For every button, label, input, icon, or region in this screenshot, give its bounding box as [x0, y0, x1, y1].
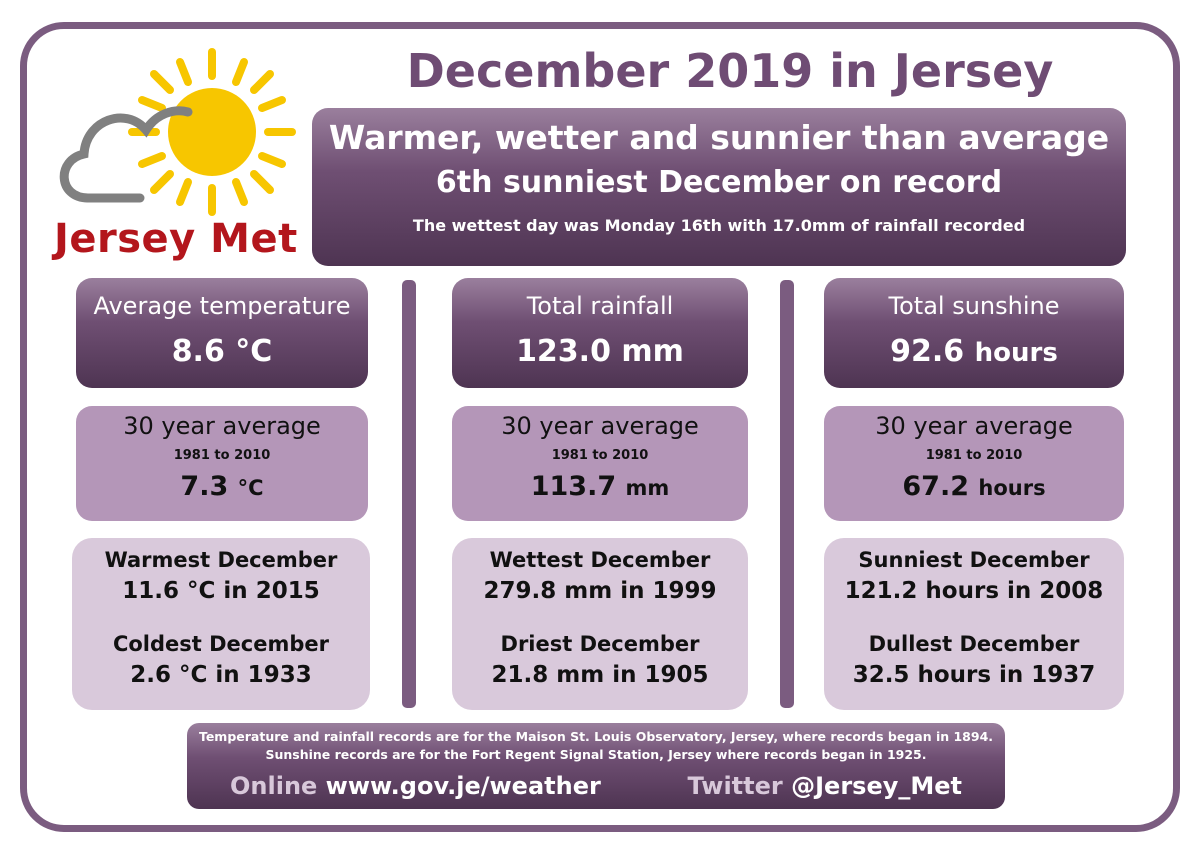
stat-label: Average temperature	[93, 292, 351, 320]
jersey-met-logo-text: Jersey Met	[54, 216, 298, 262]
record-label: Coldest December	[112, 632, 330, 656]
record-value: 279.8 mm in 1999	[483, 578, 717, 604]
record-label: Dullest December	[868, 632, 1080, 656]
summary-headline: Warmer, wetter and sunnier than average	[328, 118, 1110, 157]
temperature-records-card: Warmest December 11.6 °C in 2015 Coldest…	[72, 538, 370, 710]
stat-value: 92.6 hours	[890, 334, 1058, 369]
twitter-label: Twitter	[687, 772, 783, 800]
record-label: Wettest December	[489, 548, 711, 572]
average-label: 30 year average	[501, 412, 699, 440]
average-range: 1981 to 2010	[173, 448, 271, 463]
record-value: 121.2 hours in 2008	[844, 578, 1104, 604]
summary-banner: Warmer, wetter and sunnier than average …	[312, 108, 1126, 266]
column-divider	[780, 280, 794, 708]
page-title: December 2019 in Jersey	[406, 44, 1054, 98]
average-value: 7.3 °C	[180, 471, 264, 502]
online-label: Online	[230, 772, 318, 800]
record-value: 2.6 °C in 1933	[130, 662, 312, 688]
temperature-average-card: 30 year average 1981 to 2010 7.3 °C	[76, 406, 368, 521]
footer-note: Temperature and rainfall records are for…	[198, 729, 994, 744]
stat-label: Total sunshine	[888, 292, 1060, 320]
sunshine-average-card: 30 year average 1981 to 2010 67.2 hours	[824, 406, 1124, 521]
record-label: Sunniest December	[858, 548, 1090, 572]
summary-subheadline: 6th sunniest December on record	[435, 165, 1003, 200]
average-value: 113.7 mm	[530, 471, 670, 502]
record-value: 21.8 mm in 1905	[491, 662, 709, 688]
average-value: 67.2 hours	[902, 471, 1046, 502]
average-range: 1981 to 2010	[551, 448, 649, 463]
weather-logo-icon	[59, 48, 296, 216]
rainfall-average-card: 30 year average 1981 to 2010 113.7 mm	[452, 406, 748, 521]
website-link[interactable]: www.gov.je/weather	[325, 772, 601, 800]
record-value: 32.5 hours in 1937	[852, 662, 1096, 688]
stat-value: 123.0 mm	[516, 334, 684, 369]
sunshine-stat-card: Total sunshine 92.6 hours	[824, 278, 1124, 388]
footer-links: Online www.gov.je/weather Twitter @Jerse…	[187, 772, 1005, 800]
rainfall-stat-card: Total rainfall 123.0 mm	[452, 278, 748, 388]
average-label: 30 year average	[875, 412, 1073, 440]
temperature-stat-card: Average temperature 8.6 °C	[76, 278, 368, 388]
column-divider	[402, 280, 416, 708]
record-label: Warmest December	[104, 548, 338, 572]
twitter-handle-link[interactable]: @Jersey_Met	[791, 772, 962, 800]
average-label: 30 year average	[123, 412, 321, 440]
sunshine-records-card: Sunniest December 121.2 hours in 2008 Du…	[824, 538, 1124, 710]
stat-label: Total rainfall	[526, 292, 674, 320]
rainfall-records-card: Wettest December 279.8 mm in 1999 Driest…	[452, 538, 748, 710]
record-label: Driest December	[500, 632, 700, 656]
record-value: 11.6 °C in 2015	[122, 578, 320, 604]
footer-note: Sunshine records are for the Fort Regent…	[265, 747, 927, 762]
stat-value: 8.6 °C	[171, 334, 273, 369]
footer-panel: Temperature and rainfall records are for…	[187, 723, 1005, 809]
average-range: 1981 to 2010	[925, 448, 1023, 463]
summary-note: The wettest day was Monday 16th with 17.…	[412, 216, 1026, 235]
